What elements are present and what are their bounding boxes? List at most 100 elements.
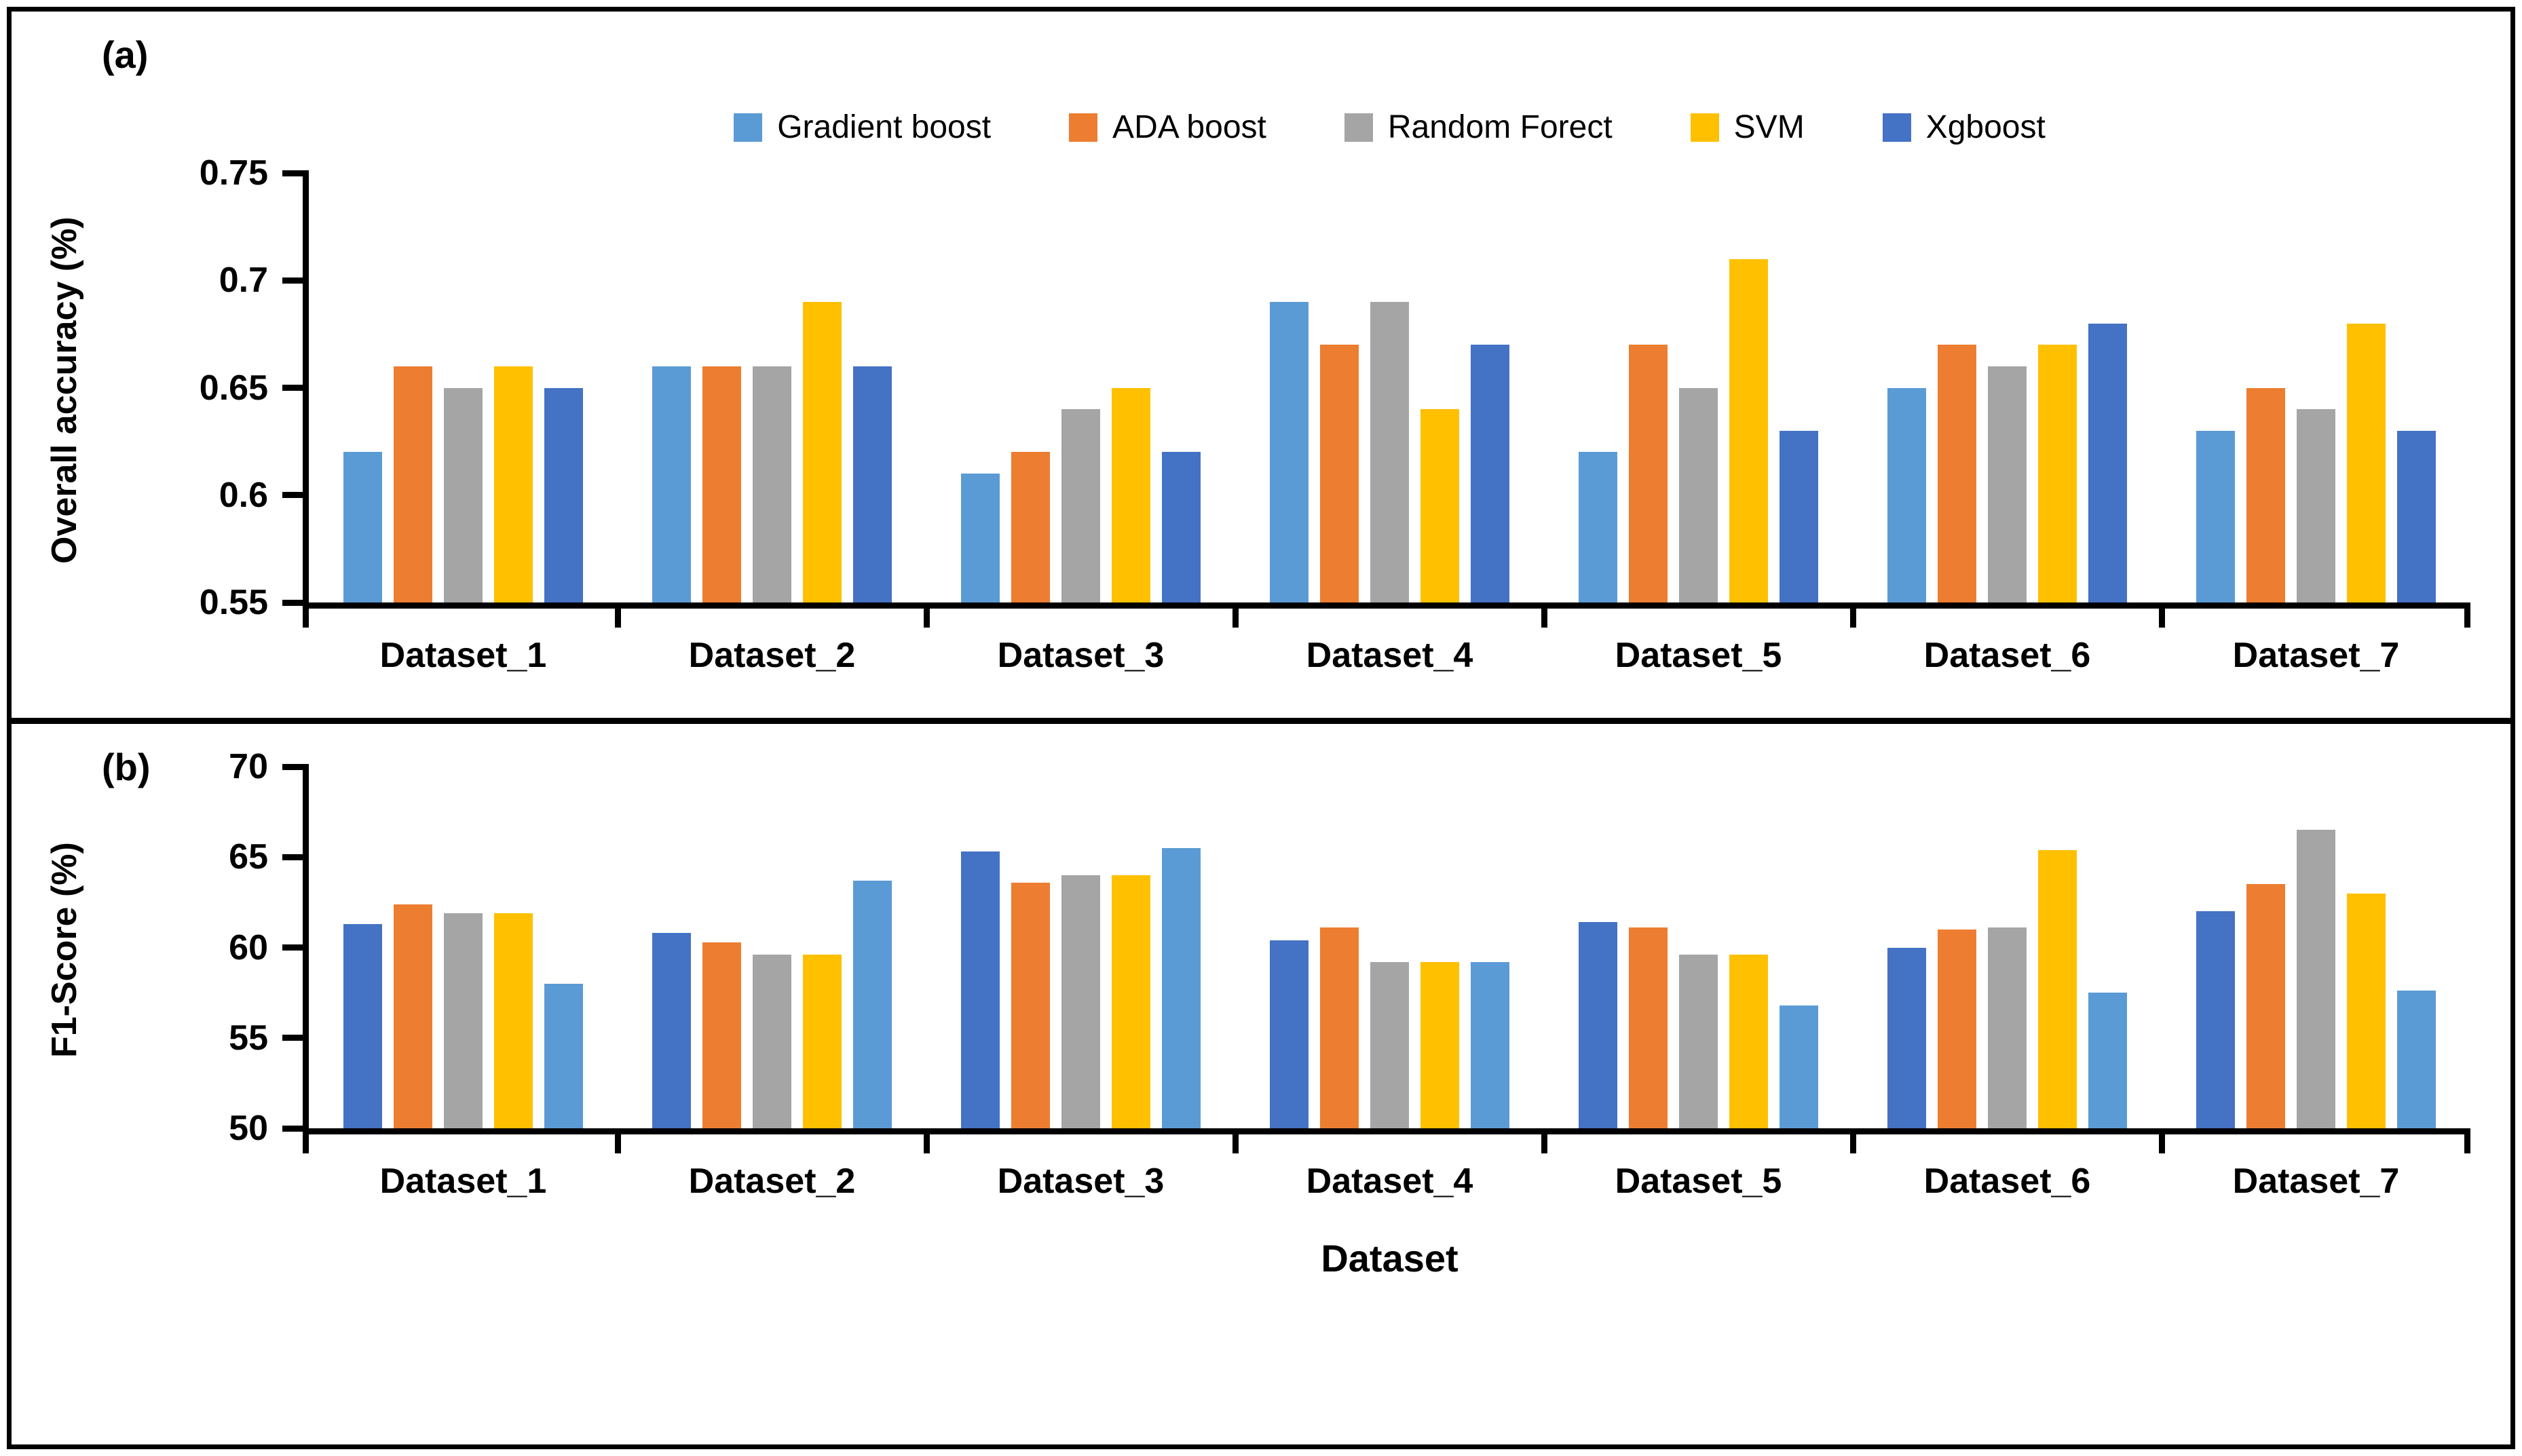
x-axis-tick [303, 609, 309, 628]
bar-xgboost [1471, 345, 1509, 602]
bar-gradient-boost [2397, 991, 2436, 1128]
x-category-label: Dataset_5 [1615, 636, 1782, 675]
bar-svm [1420, 961, 1459, 1128]
x-category-label: Dataset_3 [997, 636, 1165, 675]
x-category-label: Dataset_2 [688, 1162, 856, 1201]
bar-xgboost [2397, 430, 2436, 602]
legend-label: ADA boost [1112, 109, 1266, 145]
bar-group [2162, 173, 2470, 602]
bar-xgboost [1270, 940, 1309, 1128]
bar-group [926, 767, 1235, 1128]
legend: Gradient boost ADA boost Random Forect SVM X… [309, 109, 2470, 146]
bar-random-forect [1061, 409, 1100, 602]
bar-svm [494, 366, 533, 602]
x-axis-tick [614, 1134, 621, 1153]
bar-random-forect [2297, 409, 2335, 602]
bar-svm [803, 955, 842, 1128]
bar-groups [309, 767, 2470, 1128]
bar-ada-boost [702, 942, 741, 1128]
bar-gradient-boost [961, 474, 1000, 602]
bar-group [309, 767, 618, 1128]
bar-xgboost [961, 851, 1000, 1128]
x-axis-tick [923, 1134, 930, 1153]
bar-gradient-boost [652, 366, 691, 602]
bar-ada-boost [394, 904, 432, 1128]
bar-ada-boost [1011, 882, 1050, 1128]
panel-b-tag: (b) [102, 746, 151, 788]
y-axis-tick [282, 1035, 303, 1041]
x-axis-tick [2158, 1134, 2165, 1153]
legend-label: Xgboost [1925, 109, 2046, 145]
bar-group [1853, 767, 2162, 1128]
y-axis-tick [282, 170, 303, 176]
bar-group [1544, 173, 1853, 602]
legend-swatch-icon [734, 113, 763, 142]
chart-a-plot-area: 0.75 0.7 0.65 0.6 0.55 Dataset_1 Dataset_2 Data… [200, 153, 2470, 675]
bar-group [1235, 173, 1544, 602]
x-axis-tick [614, 609, 621, 628]
legend-label: Random Forect [1387, 109, 1613, 145]
legend-label: SVM [1733, 109, 1805, 145]
bar-gradient-boost [1471, 961, 1509, 1128]
bar-random-forect [444, 387, 483, 602]
bar-svm [803, 301, 842, 602]
y-axis-tick-label: 0.75 [199, 153, 268, 193]
x-category-label: Dataset_7 [2232, 1162, 2400, 1201]
bar-group [618, 767, 926, 1128]
legend-label: Gradient boost [777, 109, 992, 145]
y-axis-tick [282, 944, 303, 951]
x-axis-tick [1232, 609, 1239, 628]
legend-item: ADA boost [1069, 109, 1266, 146]
bar-xgboost [1887, 947, 1926, 1128]
bar-random-forect [1988, 366, 2027, 602]
legend-item: Random Forect [1344, 109, 1613, 146]
y-axis-line [303, 170, 309, 609]
bar-group [926, 173, 1235, 602]
bar-xgboost [544, 387, 583, 602]
bar-random-forect [2297, 830, 2335, 1128]
x-category-label: Dataset_7 [2232, 636, 2400, 675]
x-axis-tick [1232, 1134, 1239, 1153]
bar-group [2162, 767, 2470, 1128]
y-axis-tick-label: 65 [229, 837, 268, 877]
bar-xgboost [853, 366, 892, 602]
y-axis-tick [282, 385, 303, 391]
bar-svm [2347, 893, 2386, 1128]
bar-gradient-boost [343, 452, 382, 602]
legend-swatch-icon [1344, 113, 1373, 142]
bar-ada-boost [394, 366, 432, 602]
x-category-label: Dataset_4 [1306, 636, 1473, 675]
bar-random-forect [1679, 387, 1718, 602]
bar-svm [2347, 323, 2386, 602]
y-axis-tick-label: 0.7 [219, 261, 268, 301]
y-axis-line [303, 764, 309, 1134]
legend-swatch-icon [1069, 113, 1098, 142]
bar-ada-boost [1938, 345, 1976, 602]
y-axis-tick [282, 277, 303, 284]
x-axis-tick [1541, 1134, 1547, 1153]
bar-svm [1729, 955, 1768, 1128]
x-axis-tick [1849, 1134, 1856, 1153]
bar-gradient-boost [1162, 847, 1201, 1128]
legend-item: Xgboost [1882, 109, 2046, 146]
bar-ada-boost [1629, 345, 1668, 602]
legend-item: Gradient boost [734, 109, 991, 146]
bar-group [1544, 767, 1853, 1128]
x-category-label: Dataset_6 [1923, 636, 2091, 675]
x-axis-line [303, 1128, 2470, 1134]
bar-ada-boost [1938, 929, 1976, 1128]
y-axis-tick-label: 70 [229, 747, 268, 786]
legend-swatch-icon [1690, 113, 1719, 142]
bar-gradient-boost [2088, 993, 2127, 1128]
bar-xgboost [2088, 323, 2127, 602]
legend-swatch-icon [1882, 113, 1911, 142]
bar-gradient-boost [853, 880, 892, 1128]
x-category-label: Dataset_5 [1615, 1162, 1782, 1201]
bar-random-forect [1370, 301, 1409, 602]
x-category-label: Dataset_1 [379, 1162, 547, 1201]
y-axis-tick [282, 763, 303, 770]
x-category-label: Dataset_1 [379, 636, 547, 675]
chart-b-plot-area: 70 65 60 55 50 Dataset_1 Dataset_2 Dataset_3 Dat… [229, 747, 2470, 1201]
bar-ada-boost [2246, 387, 2285, 602]
bar-random-forect [1679, 955, 1718, 1128]
